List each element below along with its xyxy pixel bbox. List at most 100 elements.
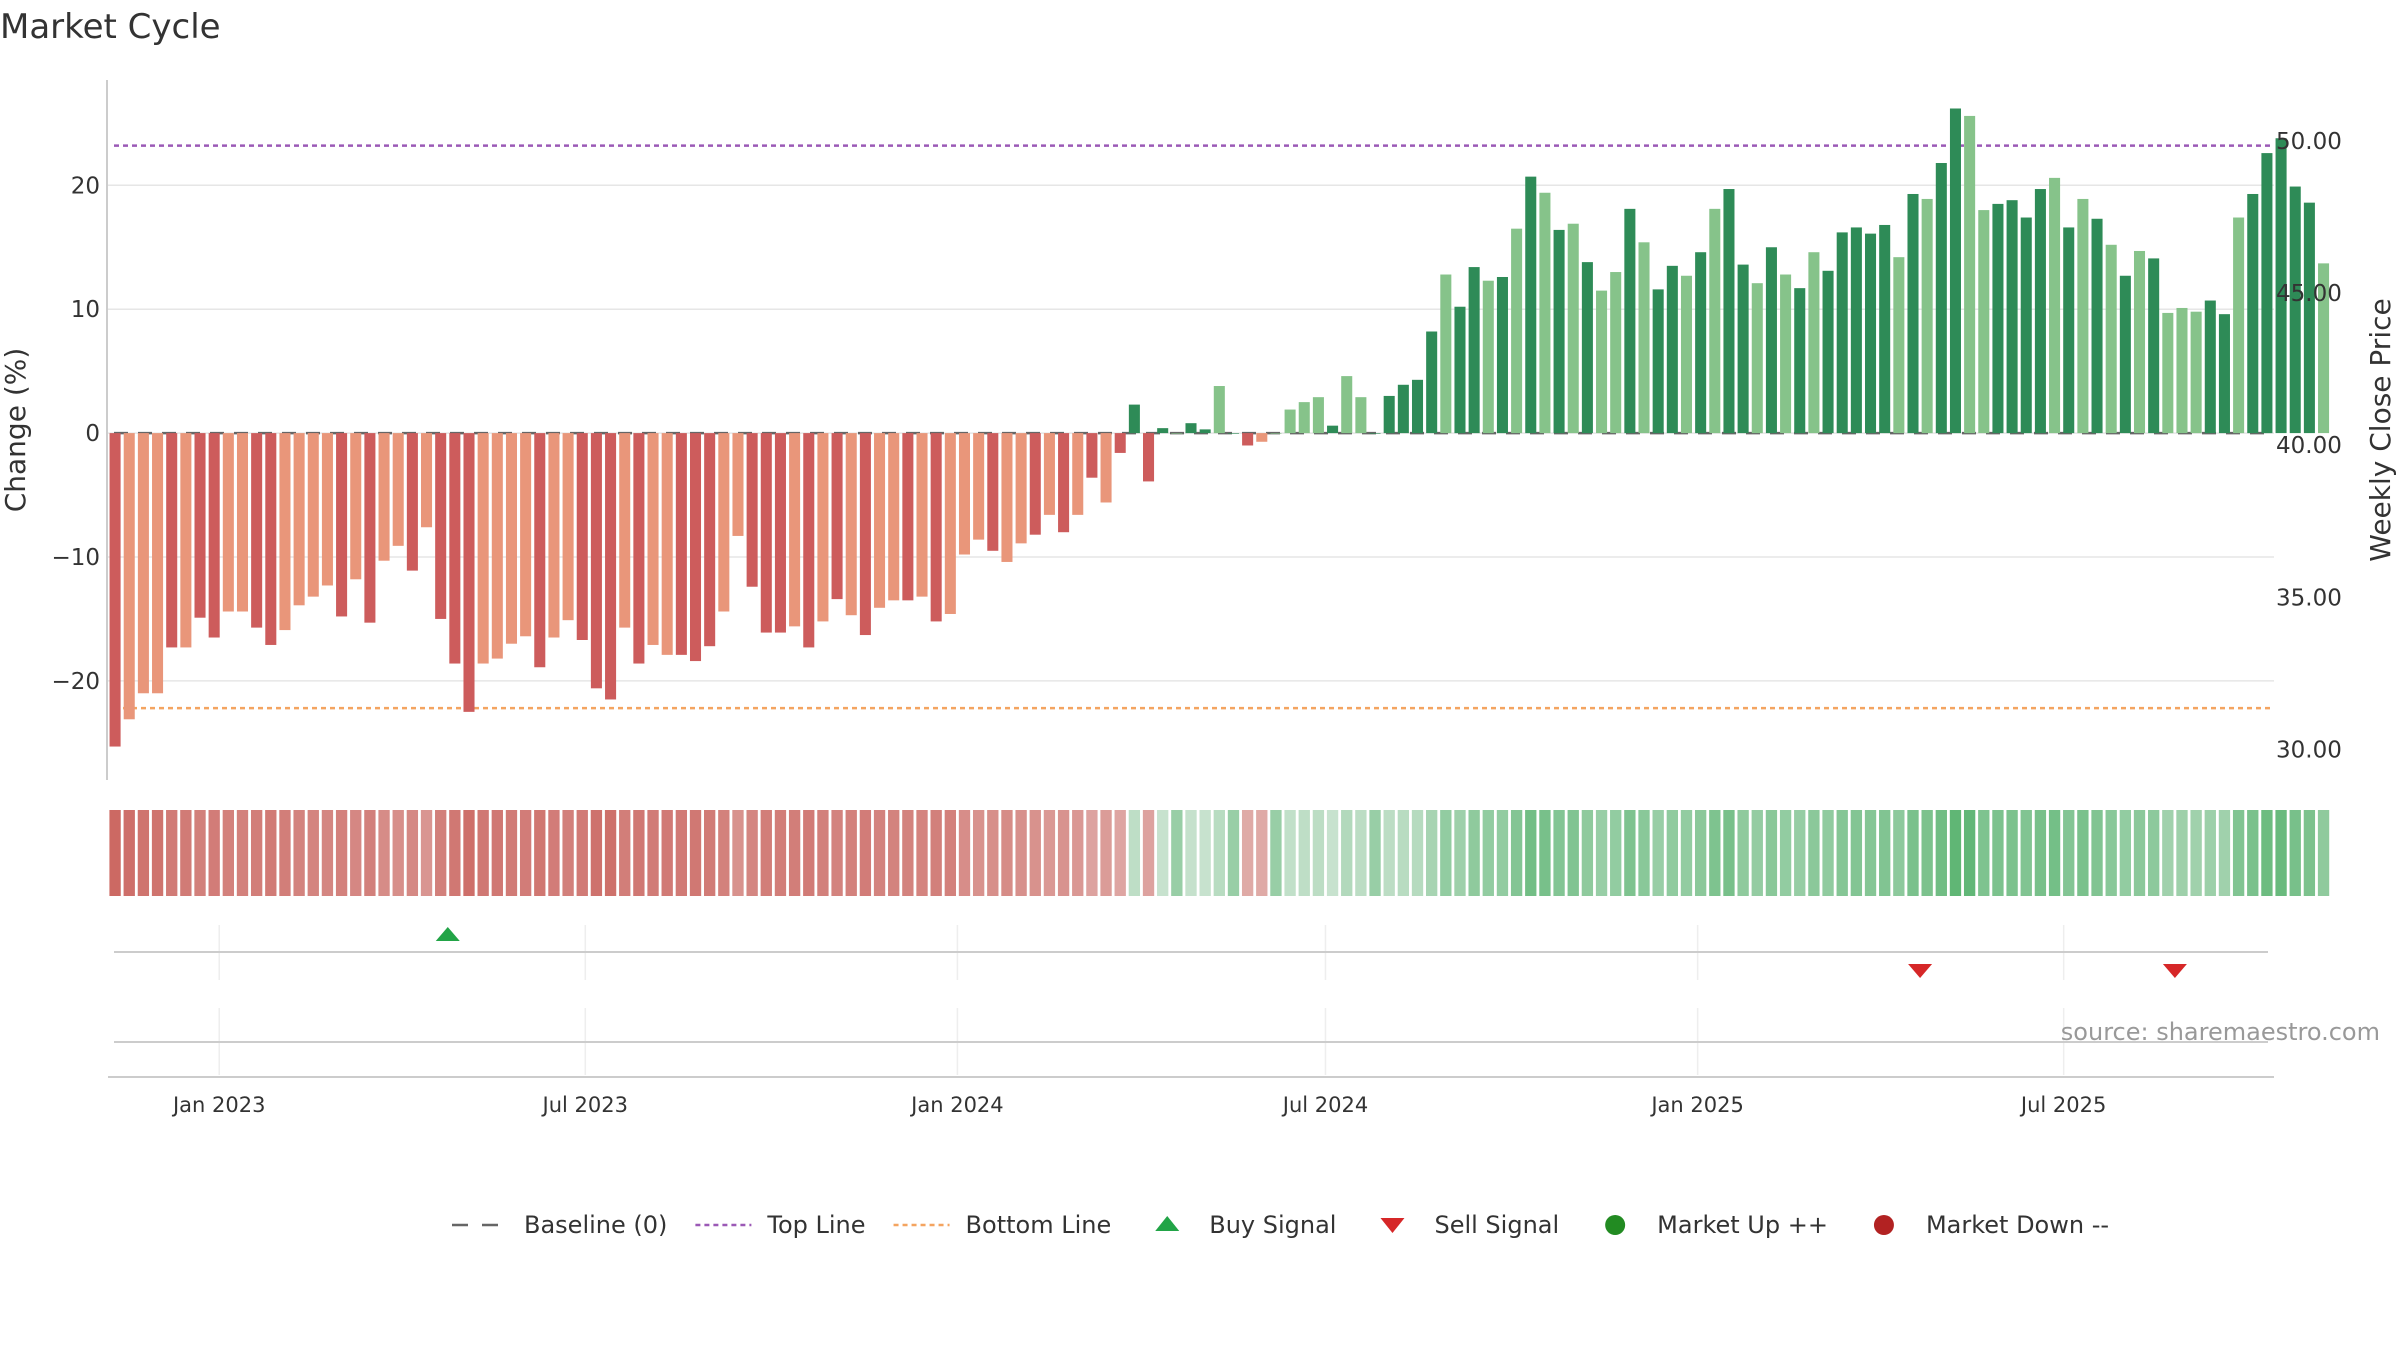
heat-cell [689,810,702,896]
heat-cell [435,810,447,896]
bar [1227,433,1239,434]
bar [1780,274,1792,434]
heat-cell [519,810,532,896]
bar [944,433,956,614]
heat-cell [958,810,971,896]
heat-cell [1765,810,1778,896]
bar [166,433,178,648]
bar [435,433,447,619]
heat-cell [746,810,758,896]
bar [2020,217,2032,434]
bar [888,433,900,601]
heat-cell [1610,810,1622,896]
heat-cell [2289,810,2301,896]
heat-cell [222,810,234,896]
heat-cell [902,810,914,896]
bar [661,433,673,655]
bar [2190,311,2202,434]
bar [1751,283,1763,434]
legend-label: Baseline (0) [524,1211,667,1239]
heat-cell [1737,810,1749,896]
heat-cell [1454,810,1466,896]
bar [619,433,631,628]
heat-cell [704,810,716,896]
bar [958,433,971,555]
heat-cell [2275,810,2287,896]
heat-cell [335,810,348,896]
heat-cell [604,810,617,896]
heat-cell [1284,810,1296,896]
heat-cell [633,810,645,896]
bar [1709,208,1721,434]
heat-cell [1015,810,1027,896]
bar [194,433,206,618]
heat-cell [1142,810,1155,896]
bar [1822,270,1834,434]
bar [675,433,687,655]
heat-cell [321,810,334,896]
bar [293,433,305,606]
heat-cell [491,810,503,896]
bar [2063,227,2075,434]
bar [1525,176,1537,434]
heat-cell [2204,810,2216,896]
y-tick-label-right: 45.00 [2276,281,2342,307]
heat-cell [180,810,192,896]
heat-cell [1241,810,1254,896]
bar [1482,280,1494,434]
heat-cell [1992,810,2004,896]
bar [1638,242,1650,434]
bar [208,433,220,638]
bar [123,433,135,720]
heat-cell [1907,810,1919,896]
heat-cell [1595,810,1608,896]
bar [605,433,617,700]
heat-cell [2261,810,2273,896]
legend: Baseline (0) Top Line Bottom Line Buy Signa… [452,1211,2109,1239]
bar [406,433,418,571]
legend-swatch-market-down [1873,1215,1894,1235]
bar [2091,218,2103,434]
bar [1411,379,1424,434]
bar [307,433,319,597]
sell-signal-marker [2162,964,2187,978]
bar [2318,263,2330,434]
heat-strip [109,810,2330,896]
legend-label: Market Up ++ [1657,1211,1828,1239]
bar [1128,404,1140,434]
heat-cell [2006,810,2018,896]
heat-cell [944,810,956,896]
bar [633,433,645,664]
bar [987,433,999,551]
heat-cell [1001,810,1013,896]
bar [1270,433,1282,434]
heat-cell [1921,810,1933,896]
x-tick-label: Jul 2024 [1281,1093,1368,1117]
heat-cell [1043,810,1056,896]
heat-cell [930,810,942,896]
heat-cell [293,810,305,896]
bar [1015,433,1027,544]
bar [137,433,149,694]
bar [647,433,659,645]
bar [2176,307,2188,434]
heat-cell [2232,810,2245,896]
bar [1737,264,1749,434]
heat-cell [1624,810,1636,896]
heat-cell [1270,810,1282,896]
y-tick-label-left: 20 [71,173,100,199]
heat-cell [548,810,560,896]
heat-cell [888,810,900,896]
heat-cell [1072,810,1084,896]
bar [279,433,291,631]
heat-cell [1794,810,1806,896]
bar [973,433,985,540]
bar [803,433,815,648]
heat-cell [534,810,546,896]
bar [1355,397,1367,434]
bar [1794,288,1806,434]
bar [1001,433,1013,562]
bar [236,433,249,612]
x-tick-label: Jan 2025 [1649,1093,1744,1117]
bar [1242,433,1254,446]
